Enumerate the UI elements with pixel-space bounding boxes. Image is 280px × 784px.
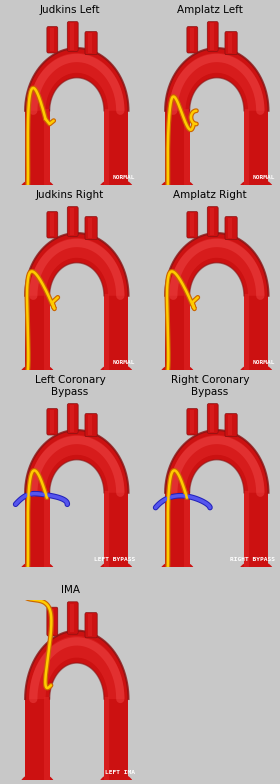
FancyBboxPatch shape [190,410,194,434]
Ellipse shape [239,561,274,583]
Ellipse shape [99,773,134,784]
Polygon shape [165,233,269,296]
FancyBboxPatch shape [70,405,74,432]
Polygon shape [244,294,269,370]
Polygon shape [169,435,264,493]
Polygon shape [25,697,50,780]
Polygon shape [25,630,129,699]
Ellipse shape [160,179,195,201]
Polygon shape [165,48,269,111]
FancyBboxPatch shape [207,404,218,434]
Polygon shape [25,491,50,567]
FancyBboxPatch shape [190,213,194,236]
FancyBboxPatch shape [225,413,237,437]
FancyBboxPatch shape [88,218,92,238]
FancyBboxPatch shape [47,408,58,435]
Polygon shape [25,109,50,185]
FancyBboxPatch shape [70,209,74,234]
Polygon shape [25,48,129,111]
FancyBboxPatch shape [47,607,58,636]
Ellipse shape [239,179,274,201]
Ellipse shape [99,364,134,387]
FancyBboxPatch shape [187,408,198,435]
FancyBboxPatch shape [190,28,194,51]
Text: Right Coronary
Bypass: Right Coronary Bypass [171,376,249,397]
FancyBboxPatch shape [207,22,218,51]
Polygon shape [104,491,129,567]
FancyBboxPatch shape [228,33,232,53]
FancyBboxPatch shape [207,207,218,236]
FancyBboxPatch shape [88,33,92,53]
Polygon shape [169,53,264,111]
FancyBboxPatch shape [50,28,54,51]
Polygon shape [165,430,269,493]
Polygon shape [25,233,129,296]
FancyBboxPatch shape [210,209,214,234]
Polygon shape [29,435,124,493]
FancyBboxPatch shape [210,405,214,432]
FancyBboxPatch shape [85,612,97,638]
FancyBboxPatch shape [50,609,54,634]
FancyBboxPatch shape [47,212,58,238]
Text: IMA: IMA [60,585,80,595]
Polygon shape [169,238,264,296]
FancyBboxPatch shape [228,416,232,435]
Polygon shape [29,53,124,111]
FancyBboxPatch shape [67,22,78,51]
Text: NORMAL: NORMAL [253,175,275,180]
Polygon shape [104,294,129,370]
Ellipse shape [20,364,55,387]
FancyBboxPatch shape [67,207,78,236]
FancyBboxPatch shape [85,413,97,437]
FancyBboxPatch shape [70,604,74,633]
Text: Judkins Left: Judkins Left [40,5,100,15]
Ellipse shape [20,179,55,201]
FancyBboxPatch shape [225,31,237,55]
FancyBboxPatch shape [187,27,198,53]
Ellipse shape [160,561,195,583]
Polygon shape [104,109,129,185]
FancyBboxPatch shape [187,212,198,238]
Polygon shape [165,491,190,567]
Polygon shape [165,109,190,185]
FancyBboxPatch shape [85,216,97,240]
Text: LEFT BYPASS: LEFT BYPASS [94,557,135,562]
Polygon shape [29,238,124,296]
FancyBboxPatch shape [88,416,92,435]
FancyBboxPatch shape [47,27,58,53]
FancyBboxPatch shape [85,31,97,55]
Text: RIGHT BYPASS: RIGHT BYPASS [230,557,275,562]
FancyBboxPatch shape [228,218,232,238]
Polygon shape [244,109,269,185]
Polygon shape [244,491,269,567]
FancyBboxPatch shape [50,410,54,434]
Ellipse shape [99,561,134,583]
Polygon shape [165,294,190,370]
Polygon shape [25,294,50,370]
Text: LEFT IMA: LEFT IMA [105,770,135,775]
Text: NORMAL: NORMAL [113,175,135,180]
Ellipse shape [20,561,55,583]
Ellipse shape [20,773,55,784]
Ellipse shape [160,364,195,387]
FancyBboxPatch shape [67,602,78,634]
Text: NORMAL: NORMAL [113,360,135,365]
FancyBboxPatch shape [210,24,214,49]
FancyBboxPatch shape [70,24,74,49]
FancyBboxPatch shape [225,216,237,240]
Polygon shape [29,636,124,699]
Text: Left Coronary
Bypass: Left Coronary Bypass [35,376,105,397]
FancyBboxPatch shape [88,615,92,636]
Text: Judkins Right: Judkins Right [36,190,104,200]
Ellipse shape [239,364,274,387]
FancyBboxPatch shape [50,213,54,236]
Text: Amplatz Left: Amplatz Left [177,5,243,15]
Polygon shape [25,430,129,493]
Text: Amplatz Right: Amplatz Right [173,190,247,200]
Polygon shape [104,697,129,780]
Text: NORMAL: NORMAL [253,360,275,365]
Ellipse shape [99,179,134,201]
FancyBboxPatch shape [67,404,78,434]
